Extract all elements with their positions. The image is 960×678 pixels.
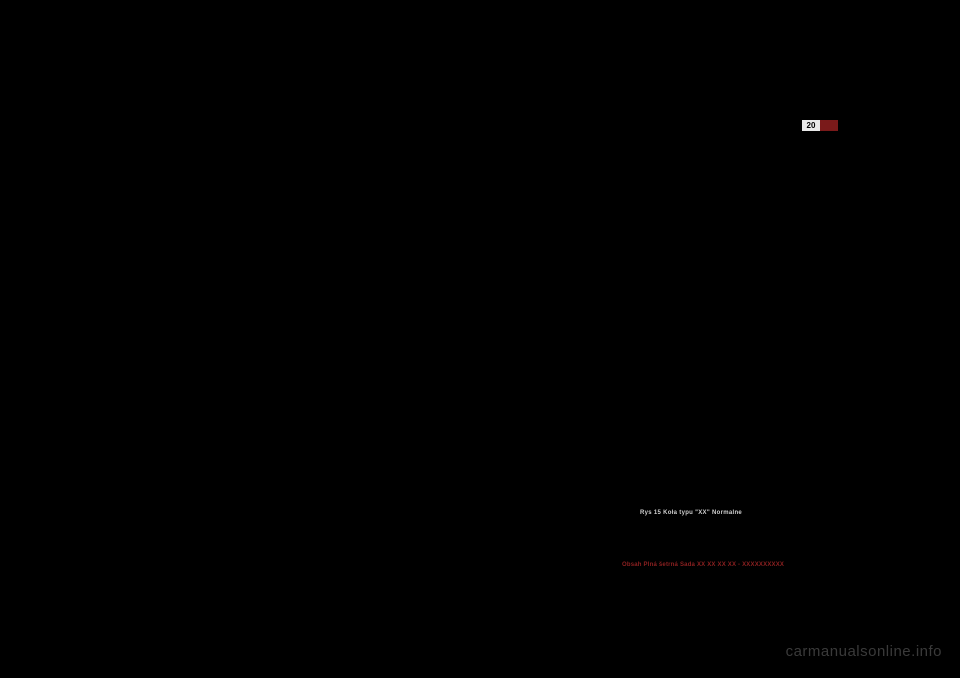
reference-link[interactable]: Obsah Plná šetrná Sada XX XX XX XX - XXX… — [622, 562, 784, 568]
figure-caption: Rys 15 Koła typu "XX" Normalne — [640, 510, 742, 516]
badge-page-number: 20 — [802, 120, 820, 131]
badge-accent — [820, 120, 838, 131]
watermark-text: carmanualsonline.info — [786, 643, 942, 660]
page-badge: 20 — [802, 120, 838, 131]
